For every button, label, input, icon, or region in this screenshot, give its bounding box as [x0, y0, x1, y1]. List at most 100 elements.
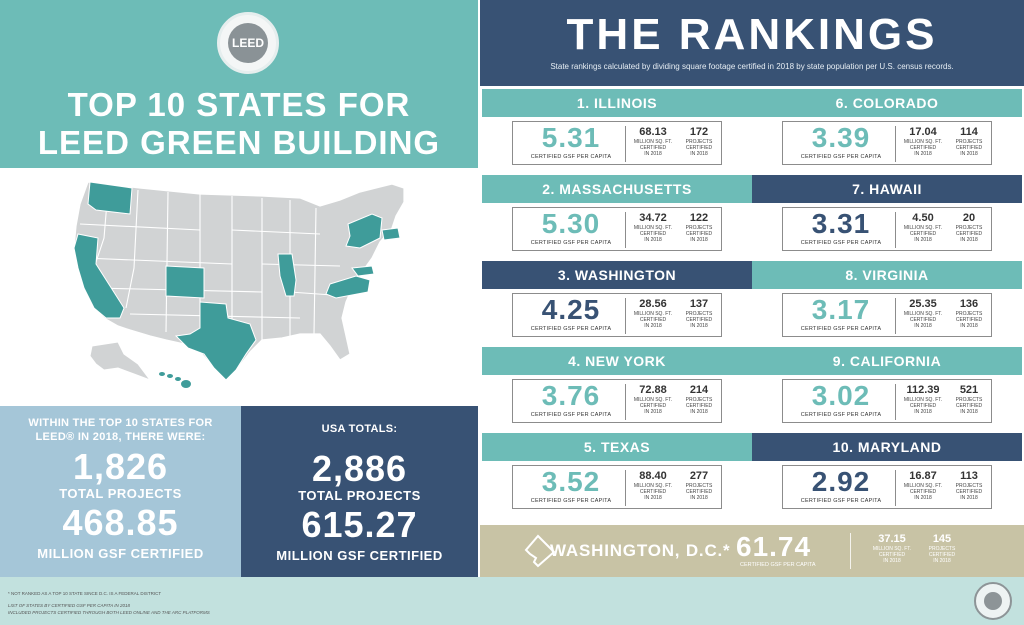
projects-stat: 172 PROJECTS CERTIFIED IN 2018 — [679, 126, 719, 157]
projects-stat: 521 PROJECTS CERTIFIED IN 2018 — [949, 384, 989, 415]
msf-label-1: MILLION SQ. FT. — [633, 397, 673, 403]
dc-projects-label-3: IN 2018 — [933, 558, 951, 564]
ranking-state-label: 6. COLORADO — [752, 89, 1022, 117]
dc-msf-value: 37.15 — [878, 533, 906, 545]
usa-intro: USA TOTALS: — [321, 423, 398, 435]
stats-divider — [895, 126, 896, 162]
projects-label-1: PROJECTS — [685, 225, 713, 231]
msf-label-2: CERTIFIED — [639, 231, 667, 237]
per-capita-value: 2.92 — [811, 466, 871, 497]
state-colorado — [165, 265, 205, 299]
projects-label-2: CERTIFIED — [685, 231, 713, 237]
rankings-title: THE RANKINGS — [566, 10, 938, 59]
msf-label-2: CERTIFIED — [639, 317, 667, 323]
ranking-card: 2. MASSACHUSETTS 5.30 CERTIFIED GSF PER CA… — [482, 175, 752, 257]
msf-label-1: MILLION SQ. FT. — [633, 483, 673, 489]
top10-intro-line-1: WITHIN THE TOP 10 STATES FOR — [28, 417, 213, 429]
rankings-subtitle: State rankings calculated by dividing sq… — [550, 62, 954, 71]
per-capita-value: 3.31 — [811, 208, 871, 239]
state-washington — [87, 181, 133, 215]
ranking-state-label: 7. HAWAII — [752, 175, 1022, 203]
dc-projects: 145 PROJECTS CERTIFIED IN 2018 — [922, 533, 962, 564]
msf-label-2: CERTIFIED — [909, 403, 937, 409]
per-capita-label: CERTIFIED GSF PER CAPITA — [800, 498, 882, 504]
dc-msf-label-1: MILLION SQ. FT. — [872, 546, 912, 552]
msf-value: 28.56 — [639, 298, 667, 310]
projects-label-1: PROJECTS — [955, 139, 983, 145]
footnote-platforms: INCLUDED PROJECTS CERTIFIED THROUGH BOTH… — [8, 610, 210, 615]
projects-label-2: CERTIFIED — [685, 317, 713, 323]
msf-value: 112.39 — [906, 384, 940, 396]
msf-label-1: MILLION SQ. FT. — [633, 139, 673, 145]
left-column: LEED TOP 10 STATES FOR LEED GREEN BUILDI… — [0, 0, 478, 577]
per-capita-label: CERTIFIED GSF PER CAPITA — [530, 498, 612, 504]
projects-label-2: CERTIFIED — [685, 403, 713, 409]
per-capita-label: CERTIFIED GSF PER CAPITA — [800, 326, 882, 332]
projects-value: 137 — [689, 298, 709, 310]
projects-value: 172 — [689, 126, 709, 138]
usa-summary: USA TOTALS: 2,886 TOTAL PROJECTS 615.27 … — [241, 406, 478, 577]
msf-value: 88.40 — [639, 470, 667, 482]
projects-label-1: PROJECTS — [685, 483, 713, 489]
projects-label-1: PROJECTS — [685, 139, 713, 145]
per-capita-label: CERTIFIED GSF PER CAPITA — [530, 412, 612, 418]
stats-divider — [625, 384, 626, 420]
msf-label-2: CERTIFIED — [909, 145, 937, 151]
per-capita-value: 3.17 — [811, 294, 871, 325]
projects-stat: 20 PROJECTS CERTIFIED IN 2018 — [949, 212, 989, 243]
us-map — [0, 168, 478, 406]
per-capita-label: CERTIFIED GSF PER CAPITA — [530, 154, 612, 160]
per-capita-label: CERTIFIED GSF PER CAPITA — [530, 326, 612, 332]
usa-gsf-value: 615.27 — [301, 504, 418, 545]
projects-value: 20 — [962, 212, 976, 224]
projects-label-1: PROJECTS — [955, 397, 983, 403]
projects-label-1: PROJECTS — [955, 225, 983, 231]
projects-label-3: IN 2018 — [690, 409, 708, 415]
msf-value: 25.35 — [909, 298, 937, 310]
dc-per-capita-value: 61.74 — [736, 531, 812, 562]
ranking-card: 5. TEXAS 3.52 CERTIFIED GSF PER CAPITA 88.4… — [482, 433, 752, 515]
projects-label-3: IN 2018 — [960, 323, 978, 329]
projects-label-3: IN 2018 — [960, 237, 978, 243]
msf-label-1: MILLION SQ. FT. — [633, 225, 673, 231]
projects-stat: 113 PROJECTS CERTIFIED IN 2018 — [949, 470, 989, 501]
ranking-state-label: 1. ILLINOIS — [482, 89, 752, 117]
state-alaska — [89, 341, 152, 382]
usgbc-seal-icon — [984, 592, 1002, 610]
ranking-card: 3. WASHINGTON 4.25 CERTIFIED GSF PER CAPIT… — [482, 261, 752, 343]
per-capita-label: CERTIFIED GSF PER CAPITA — [800, 154, 882, 160]
projects-value: 136 — [959, 298, 979, 310]
ranking-state-label: 10. MARYLAND — [752, 433, 1022, 461]
msf-stat: 112.39 MILLION SQ. FT. CERTIFIED IN 2018 — [899, 384, 947, 415]
page-title: TOP 10 STATES FOR LEED GREEN BUILDING — [0, 86, 478, 162]
msf-label-3: IN 2018 — [644, 151, 662, 157]
dc-outline-icon — [524, 534, 556, 568]
projects-label-3: IN 2018 — [690, 495, 708, 501]
hero-banner: LEED TOP 10 STATES FOR LEED GREEN BUILDI… — [0, 0, 478, 168]
msf-value: 72.88 — [639, 384, 667, 396]
state-hawaii — [159, 372, 191, 388]
top10-projects-label: TOTAL PROJECTS — [59, 486, 182, 501]
ranking-stats-box: 3.02 CERTIFIED GSF PER CAPITA 112.39 MILLIO… — [782, 379, 992, 423]
projects-label-2: CERTIFIED — [955, 145, 983, 151]
msf-label-1: MILLION SQ. FT. — [633, 311, 673, 317]
dc-panel: WASHINGTON, D.C.* 61.74 CERTIFIED GSF PE… — [480, 525, 1024, 577]
msf-label-1: MILLION SQ. FT. — [903, 225, 943, 231]
usa-projects-value: 2,886 — [311, 448, 408, 489]
ranking-card: 9. CALIFORNIA 3.02 CERTIFIED GSF PER CAPIT… — [752, 347, 1022, 429]
projects-stat: 277 PROJECTS CERTIFIED IN 2018 — [679, 470, 719, 501]
projects-label-3: IN 2018 — [960, 151, 978, 157]
ranking-card: 8. VIRGINIA 3.17 CERTIFIED GSF PER CAPITA 2… — [752, 261, 1022, 343]
ranking-state-label: 2. MASSACHUSETTS — [482, 175, 752, 203]
per-capita-value: 3.02 — [811, 380, 871, 411]
projects-label-1: PROJECTS — [955, 483, 983, 489]
msf-label-1: MILLION SQ. FT. — [903, 483, 943, 489]
rankings-column: THE RANKINGS State rankings calculated b… — [480, 0, 1024, 577]
projects-value: 521 — [959, 384, 979, 396]
msf-label-3: IN 2018 — [914, 409, 932, 415]
projects-label-2: CERTIFIED — [955, 489, 983, 495]
ranking-state-label: 5. TEXAS — [482, 433, 752, 461]
ranking-card: 1. ILLINOIS 5.31 CERTIFIED GSF PER CAPITA 6… — [482, 89, 752, 171]
msf-label-3: IN 2018 — [914, 323, 932, 329]
msf-label-2: CERTIFIED — [639, 145, 667, 151]
